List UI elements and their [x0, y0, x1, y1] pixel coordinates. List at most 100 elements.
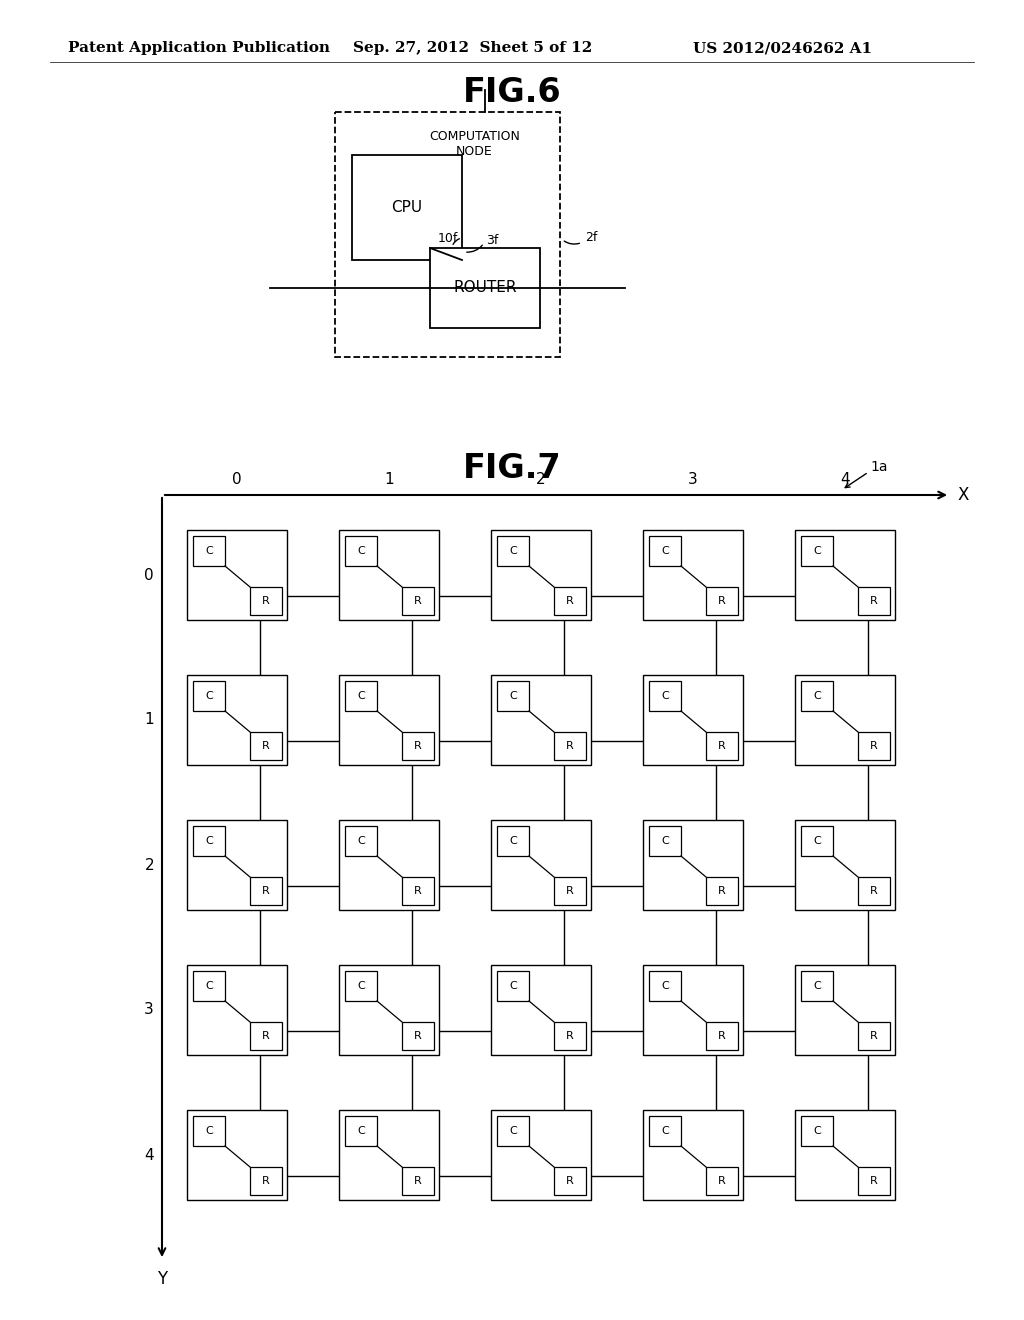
Bar — [858, 876, 890, 906]
Bar — [193, 1115, 225, 1146]
Text: C: C — [509, 1126, 517, 1137]
Bar — [490, 1110, 591, 1200]
Text: R: R — [718, 886, 726, 896]
Bar — [643, 531, 743, 620]
Bar — [339, 675, 439, 766]
Bar — [554, 876, 586, 906]
Text: 3: 3 — [144, 1002, 154, 1018]
Bar — [801, 1115, 833, 1146]
Bar — [402, 733, 434, 760]
Text: C: C — [357, 981, 365, 991]
Text: 1: 1 — [144, 713, 154, 727]
Text: R: R — [718, 1176, 726, 1185]
Bar — [801, 972, 833, 1001]
Bar — [490, 820, 591, 909]
Bar — [649, 681, 681, 711]
Text: C: C — [662, 546, 669, 556]
Text: 10f: 10f — [438, 232, 459, 246]
Text: FIG.7: FIG.7 — [463, 451, 561, 484]
Text: C: C — [205, 546, 213, 556]
Bar — [858, 587, 890, 615]
Bar — [250, 876, 282, 906]
Bar — [352, 154, 462, 260]
Bar — [649, 536, 681, 566]
Text: R: R — [566, 886, 573, 896]
Text: R: R — [262, 741, 270, 751]
Text: CPU: CPU — [391, 201, 423, 215]
Text: C: C — [357, 1126, 365, 1137]
Text: R: R — [262, 1031, 270, 1041]
Bar — [250, 1167, 282, 1195]
Bar — [643, 965, 743, 1055]
Bar — [643, 820, 743, 909]
Bar — [795, 965, 895, 1055]
Text: C: C — [509, 690, 517, 701]
Bar — [706, 876, 738, 906]
Text: R: R — [870, 741, 878, 751]
Bar — [497, 972, 529, 1001]
Text: Sep. 27, 2012  Sheet 5 of 12: Sep. 27, 2012 Sheet 5 of 12 — [353, 41, 592, 55]
Bar — [335, 112, 560, 356]
Bar — [339, 820, 439, 909]
Text: COMPUTATION
NODE: COMPUTATION NODE — [429, 129, 520, 158]
Bar — [490, 965, 591, 1055]
Text: R: R — [414, 597, 422, 606]
Bar — [649, 826, 681, 855]
Text: C: C — [509, 981, 517, 991]
Bar — [801, 681, 833, 711]
Bar — [339, 1110, 439, 1200]
Text: Patent Application Publication: Patent Application Publication — [68, 41, 330, 55]
Bar — [643, 1110, 743, 1200]
Bar — [497, 536, 529, 566]
Bar — [706, 1167, 738, 1195]
Bar — [402, 587, 434, 615]
Bar — [187, 675, 287, 766]
Text: C: C — [205, 1126, 213, 1137]
Bar — [706, 587, 738, 615]
Text: C: C — [813, 690, 821, 701]
Bar — [649, 1115, 681, 1146]
Bar — [649, 972, 681, 1001]
Text: R: R — [262, 597, 270, 606]
Bar — [497, 681, 529, 711]
Bar — [795, 531, 895, 620]
Bar — [187, 531, 287, 620]
Text: R: R — [870, 1176, 878, 1185]
Bar — [554, 1022, 586, 1049]
Bar — [858, 733, 890, 760]
Bar — [490, 675, 591, 766]
Text: R: R — [566, 1176, 573, 1185]
Bar — [345, 1115, 377, 1146]
Bar — [801, 536, 833, 566]
Bar — [430, 248, 540, 327]
Bar — [250, 733, 282, 760]
Text: 0: 0 — [232, 473, 242, 487]
Text: 3: 3 — [688, 473, 698, 487]
Text: C: C — [813, 546, 821, 556]
Bar — [193, 826, 225, 855]
Text: 2: 2 — [144, 858, 154, 873]
Bar — [706, 1022, 738, 1049]
Text: R: R — [870, 886, 878, 896]
Text: C: C — [205, 981, 213, 991]
Text: 4: 4 — [144, 1147, 154, 1163]
Text: C: C — [357, 836, 365, 846]
Text: R: R — [870, 597, 878, 606]
Text: 1a: 1a — [870, 459, 888, 474]
Bar — [250, 587, 282, 615]
Bar — [490, 531, 591, 620]
Bar — [193, 536, 225, 566]
Bar — [345, 536, 377, 566]
Text: R: R — [414, 1031, 422, 1041]
Text: ROUTER: ROUTER — [454, 281, 517, 296]
Bar — [554, 733, 586, 760]
Bar — [339, 531, 439, 620]
Text: R: R — [718, 741, 726, 751]
Bar — [187, 965, 287, 1055]
Text: 0: 0 — [144, 568, 154, 582]
Text: 2: 2 — [537, 473, 546, 487]
Bar — [643, 675, 743, 766]
Text: R: R — [718, 597, 726, 606]
Text: C: C — [509, 546, 517, 556]
Text: 2f: 2f — [585, 231, 597, 244]
